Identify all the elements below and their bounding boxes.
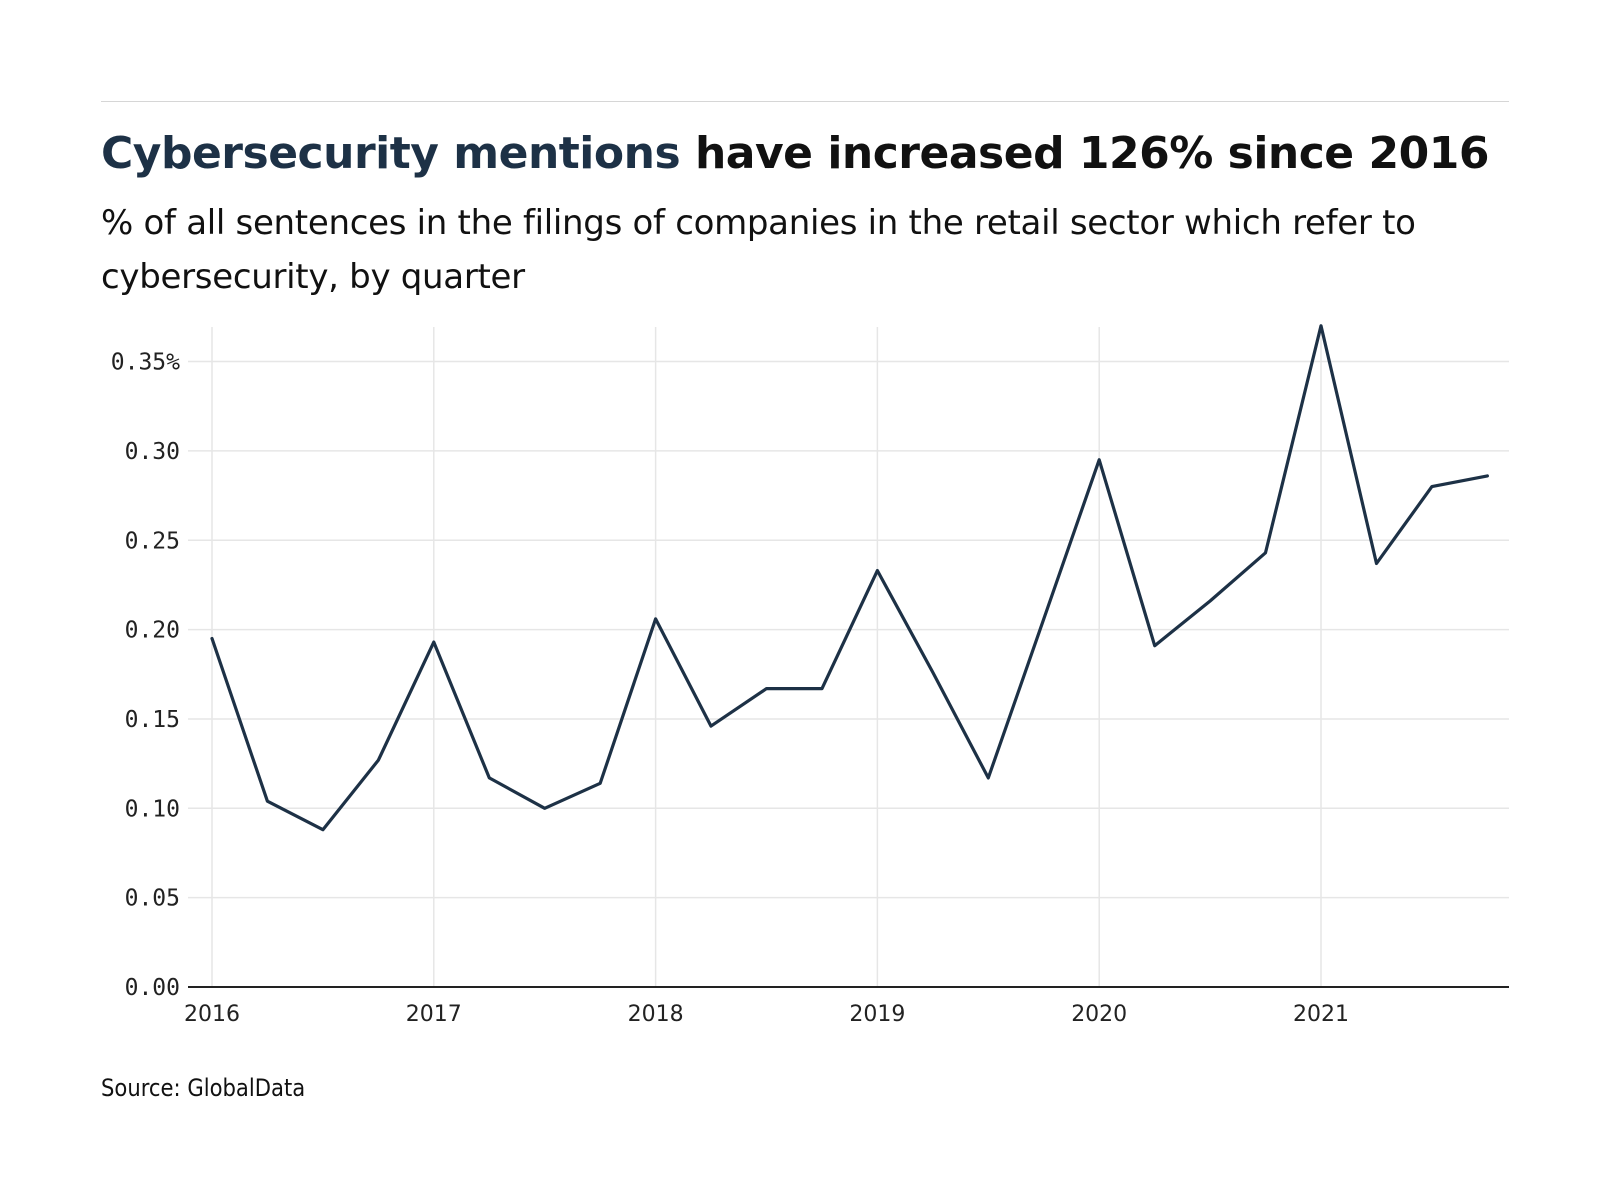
- data-point: [1097, 458, 1101, 462]
- y-tick-label: 0.20: [125, 618, 180, 644]
- y-tick-label: 0.00: [125, 975, 180, 1001]
- x-tick-label: 2018: [628, 1002, 684, 1027]
- data-point: [1264, 551, 1268, 555]
- data-point: [765, 687, 769, 691]
- data-point: [709, 724, 713, 728]
- y-tick-label: 0.25: [125, 528, 180, 554]
- data-point: [265, 799, 269, 803]
- data-point: [1485, 474, 1489, 478]
- x-tick-label: 2016: [184, 1002, 240, 1027]
- y-tick-label: 0.15: [125, 707, 180, 733]
- y-tick-label: 0.35%: [111, 350, 180, 376]
- data-point: [432, 640, 436, 644]
- x-tick-label: 2017: [406, 1002, 462, 1027]
- data-point: [1374, 561, 1378, 565]
- data-point: [1208, 599, 1212, 603]
- data-point: [1319, 324, 1323, 328]
- data-point: [1153, 644, 1157, 648]
- title-highlight: Cybersecurity mentions: [101, 128, 681, 179]
- data-point: [875, 569, 879, 573]
- data-point: [986, 776, 990, 780]
- data-point: [654, 617, 658, 621]
- y-tick-label: 0.05: [125, 886, 180, 912]
- data-point: [321, 828, 325, 832]
- data-point: [820, 687, 824, 691]
- x-tick-label: 2019: [849, 1002, 905, 1027]
- grid-layer: [188, 327, 1509, 987]
- data-point: [931, 670, 935, 674]
- x-axis-tick-labels: 2016 2017 2018 2019 2020 2021: [184, 1002, 1349, 1027]
- title-rest: have increased 126% since 2016: [680, 128, 1489, 179]
- data-point: [487, 776, 491, 780]
- x-tick-label: 2020: [1071, 1002, 1127, 1027]
- data-point: [598, 781, 602, 785]
- data-point: [210, 637, 214, 641]
- data-point: [1430, 485, 1434, 489]
- y-axis-tick-labels: 0.00 0.05 0.10 0.15 0.20 0.25 0.30 0.35%: [111, 350, 180, 1001]
- chart-title: Cybersecurity mentions have increased 12…: [101, 124, 1521, 184]
- chart-subtitle: % of all sentences in the filings of com…: [101, 203, 1416, 297]
- x-tick-label: 2021: [1293, 1002, 1349, 1027]
- data-point: [543, 806, 547, 810]
- source-note: Source: GlobalData: [101, 1074, 306, 1102]
- data-point: [376, 758, 380, 762]
- top-divider: [101, 101, 1509, 102]
- y-tick-label: 0.30: [125, 439, 180, 465]
- series-layer: [210, 324, 1490, 832]
- series-line: [210, 324, 1490, 832]
- y-tick-label: 0.10: [125, 796, 180, 822]
- line-chart: 0.000.050.100.150.200.250.300.35% 2016 20…: [111, 324, 1509, 1027]
- data-point: [1042, 617, 1046, 621]
